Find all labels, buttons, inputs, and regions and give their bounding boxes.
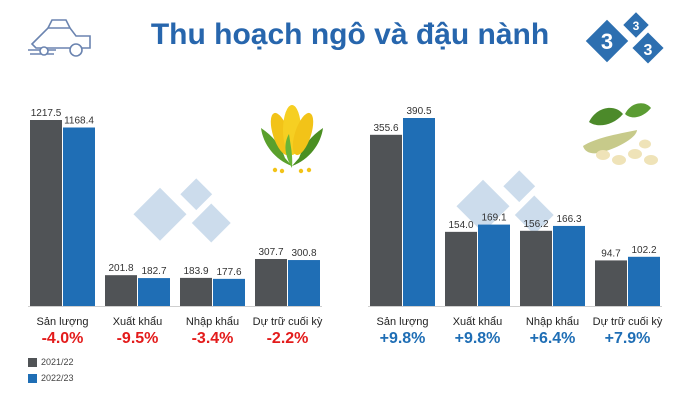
category-label-soy-0: Sản lượng [377,316,429,328]
data-label-soy-0-0: 355.6 [373,123,398,134]
watermark-diamond [514,195,554,235]
svg-text:3: 3 [644,42,653,59]
data-label-soy-3-1: 102.2 [631,245,656,256]
data-label-soy-2-1: 166.3 [556,214,581,225]
bar-soy-3-2021-22 [595,260,627,306]
watermark-diamond [180,178,213,211]
bar-soy-2-2022-23 [553,225,585,306]
bar-corn-3-2022-23 [288,260,320,306]
legend-label-2022-23: 2022/23 [41,373,74,383]
data-label-corn-3-0: 307.7 [258,247,283,258]
watermark-diamond [191,203,231,243]
category-label-corn-0: Sản lượng [37,316,89,328]
data-label-soy-2-0: 156.2 [523,219,548,230]
bar-soy-1-2022-23 [478,224,510,306]
legend-label-2021-22: 2021/22 [41,357,74,367]
bar-soy-1-2021-22 [445,231,477,306]
change-label-soy-0: +9.8% [380,330,426,347]
bar-corn-1-2022-23 [138,278,170,306]
legend: 2021/22 2022/23 [28,354,74,386]
data-label-soy-0-1: 390.5 [406,106,431,117]
data-label-soy-1-0: 154.0 [448,220,473,231]
watermark-logo [133,178,231,243]
legend-item-2022-23: 2022/23 [28,370,74,386]
change-label-soy-3: +7.9% [605,330,651,347]
svg-text:3: 3 [601,29,613,54]
bar-soy-0-2021-22 [370,134,402,306]
bar-corn-2-2022-23 [213,278,245,306]
bar-corn-0-2021-22 [30,120,62,306]
category-label-soy-2: Nhập khẩu [526,316,579,328]
change-label-corn-2: -3.4% [192,330,234,347]
watermark-diamond [503,170,536,203]
page-title: Thu hoạch ngô và đậu nành [150,18,550,51]
data-label-corn-2-0: 183.9 [183,266,208,277]
soybean-icon [583,103,658,165]
category-label-corn-2: Nhập khẩu [186,316,239,328]
legend-item-2021-22: 2021/22 [28,354,74,370]
data-label-corn-0-0: 1217.5 [31,108,62,119]
watermark-diamond [456,179,510,233]
bar-soy-2-2021-22 [520,230,552,306]
data-label-soy-1-1: 169.1 [481,213,506,224]
category-label-soy-1: Xuất khẩu [453,316,503,328]
bar-corn-0-2022-23 [63,127,95,307]
change-label-corn-3: -2.2% [267,330,309,347]
watermark-diamond [133,187,187,241]
data-label-corn-3-1: 300.8 [291,248,316,259]
bar-soy-0-2022-23 [403,118,435,306]
legend-swatch-2021-22 [28,357,37,367]
data-label-soy-3-0: 94.7 [601,248,621,259]
category-label-corn-3: Dự trữ cuối kỳ [253,316,323,328]
change-label-corn-0: -4.0% [42,330,84,347]
category-label-soy-3: Dự trữ cuối kỳ [593,316,663,328]
combine-harvester-icon [28,19,91,57]
change-label-soy-2: +6.4% [530,330,576,347]
change-label-soy-1: +9.8% [455,330,501,347]
data-label-corn-0-1: 1168.4 [64,116,94,127]
data-label-corn-1-1: 182.7 [141,266,166,277]
data-label-corn-2-1: 177.6 [216,267,241,278]
legend-swatch-2022-23 [28,373,37,383]
category-label-corn-1: Xuất khẩu [113,316,163,328]
bar-corn-1-2021-22 [105,275,137,306]
data-label-corn-1-0: 201.8 [108,263,133,274]
bar-corn-3-2021-22 [255,258,287,306]
corn-icon [261,105,323,174]
change-label-corn-1: -9.5% [117,330,159,347]
bar-soy-3-2022-23 [628,256,660,306]
bar-corn-2-2021-22 [180,277,212,306]
svg-text:3: 3 [633,19,640,33]
brand-logo: 3 3 3 [585,12,664,64]
